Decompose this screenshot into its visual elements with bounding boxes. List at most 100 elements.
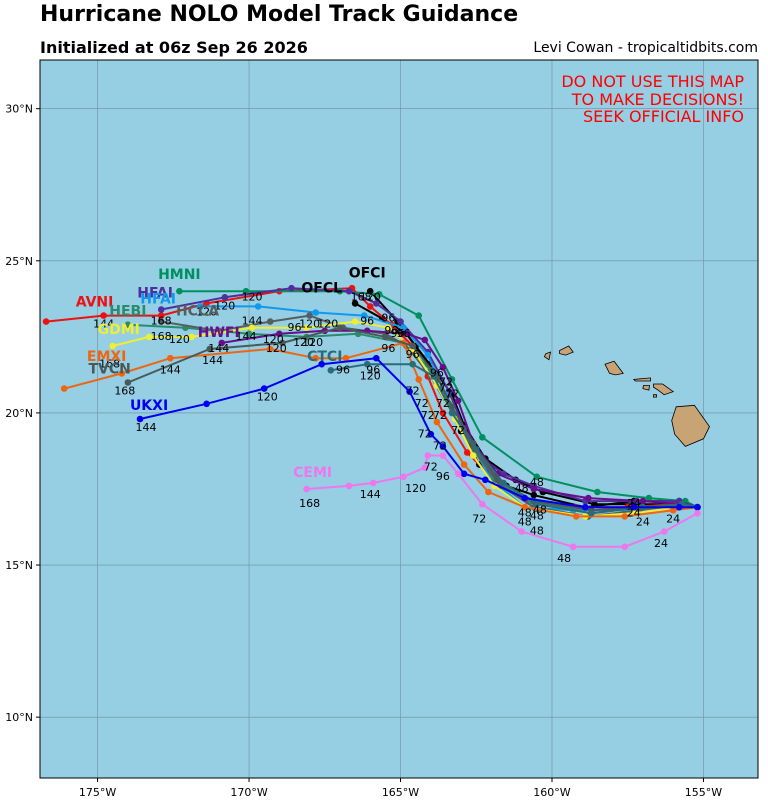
model-name-label: HFAI bbox=[137, 285, 173, 301]
track-point bbox=[136, 415, 144, 423]
track-point bbox=[342, 354, 350, 362]
track-point bbox=[118, 370, 126, 377]
track-point bbox=[157, 312, 165, 319]
track-point bbox=[218, 339, 226, 347]
forecast-hour-label: 24 bbox=[654, 537, 668, 550]
forecast-hour-label: 120 bbox=[169, 333, 190, 346]
track-point bbox=[645, 494, 653, 502]
track-point bbox=[124, 321, 132, 329]
track-point bbox=[530, 485, 538, 493]
track-point bbox=[439, 364, 447, 371]
track-point bbox=[382, 333, 389, 341]
track-point bbox=[203, 400, 210, 408]
track-point bbox=[221, 294, 229, 301]
track-point bbox=[176, 287, 183, 295]
track-point bbox=[521, 494, 528, 502]
forecast-hour-label: 72 bbox=[445, 388, 459, 401]
track-point bbox=[694, 503, 701, 511]
forecast-hour-label: 72 bbox=[436, 397, 450, 410]
track-point bbox=[439, 409, 447, 417]
track-point bbox=[366, 303, 374, 310]
track-hmni bbox=[176, 287, 701, 511]
forecast-hour-label: 144 bbox=[202, 354, 223, 367]
track-point bbox=[385, 324, 392, 332]
track-point bbox=[533, 500, 541, 508]
lat-lon-grid bbox=[40, 60, 758, 778]
forecast-hour-label: 120 bbox=[242, 290, 263, 303]
track-point bbox=[454, 470, 462, 478]
model-name-label: AVNI bbox=[76, 294, 114, 310]
island-shape bbox=[543, 351, 552, 361]
forecast-hour-label: 120 bbox=[263, 333, 284, 346]
track-point bbox=[266, 318, 274, 325]
model-name-label: OFCI bbox=[349, 266, 386, 282]
model-tracks bbox=[42, 284, 701, 551]
track-point bbox=[479, 500, 486, 508]
hawaiian-islands bbox=[543, 345, 710, 447]
track-point bbox=[100, 312, 107, 319]
island-shape bbox=[653, 394, 657, 398]
lat-tick-label: 10°N bbox=[5, 711, 33, 724]
track-point bbox=[424, 351, 432, 359]
track-point bbox=[430, 373, 438, 380]
forecast-hour-label: 48 bbox=[557, 552, 571, 565]
model-name-label: UKXI bbox=[130, 398, 168, 414]
track-point bbox=[276, 330, 283, 338]
track-point bbox=[376, 291, 383, 298]
track-point bbox=[260, 385, 268, 392]
track-point bbox=[157, 318, 165, 325]
model-name-label: CEMI bbox=[293, 465, 332, 481]
track-point bbox=[124, 379, 132, 386]
forecast-hour-label: 48 bbox=[530, 509, 544, 522]
track-line bbox=[179, 290, 698, 509]
forecast-hour-label: 72 bbox=[433, 409, 447, 422]
track-point bbox=[415, 376, 423, 383]
forecast-hour-label: 96 bbox=[436, 470, 450, 483]
track-point bbox=[60, 385, 68, 392]
track-point bbox=[485, 488, 492, 496]
track-ukxi bbox=[136, 354, 701, 511]
track-point bbox=[569, 543, 577, 551]
forecast-hour-label: 144 bbox=[136, 421, 157, 434]
track-point bbox=[345, 482, 353, 490]
track-point bbox=[454, 397, 462, 405]
forecast-hour-label: 168 bbox=[99, 357, 120, 370]
track-point bbox=[318, 360, 326, 368]
forecast-hour-label: 72 bbox=[415, 397, 429, 410]
forecast-hour-label: 72 bbox=[451, 424, 465, 437]
track-point bbox=[572, 513, 580, 520]
track-point bbox=[433, 418, 441, 426]
forecast-hour-label: 96 bbox=[336, 363, 350, 376]
track-point bbox=[582, 503, 589, 511]
track-point bbox=[500, 479, 507, 487]
track-point bbox=[279, 339, 286, 347]
track-point bbox=[621, 513, 628, 520]
track-point bbox=[248, 324, 256, 332]
forecast-hour-label: 168 bbox=[114, 385, 135, 398]
model-name-label: CTCI bbox=[307, 349, 342, 365]
credit-text: Levi Cowan - tropicaltidbits.com bbox=[533, 40, 758, 56]
forecast-hour-label: 96 bbox=[406, 348, 420, 361]
track-point bbox=[312, 354, 320, 362]
track-point bbox=[336, 324, 344, 332]
forecast-hour-label: 96 bbox=[430, 366, 444, 379]
model-name-label: HEBI bbox=[109, 304, 146, 320]
lon-tick-label: 170°W bbox=[230, 786, 267, 799]
lat-tick-label: 15°N bbox=[5, 559, 33, 572]
track-point bbox=[482, 476, 489, 484]
forecast-hour-label: 48 bbox=[530, 525, 544, 538]
track-point bbox=[254, 303, 262, 310]
track-point bbox=[145, 333, 153, 341]
lon-tick-label: 160°W bbox=[533, 786, 570, 799]
forecast-hour-label: 120 bbox=[293, 336, 314, 349]
track-line bbox=[161, 287, 698, 509]
forecast-hour-label: 120 bbox=[317, 318, 338, 331]
forecast-hour-label: 120 bbox=[405, 482, 426, 495]
forecast-hour-label: 96 bbox=[366, 363, 380, 376]
track-point bbox=[109, 342, 116, 350]
forecast-hour-label: 72 bbox=[406, 385, 420, 398]
track-line bbox=[306, 454, 698, 548]
track-point bbox=[518, 528, 525, 535]
